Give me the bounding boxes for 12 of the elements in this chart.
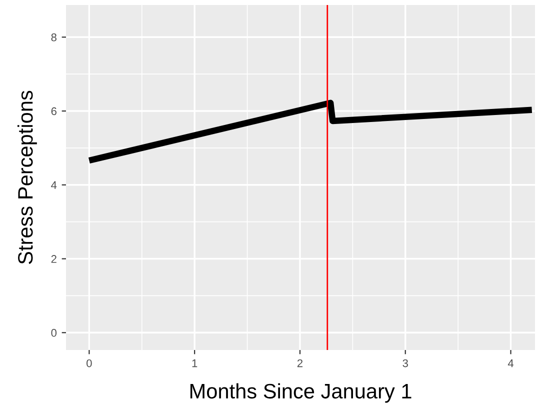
x-tick-label: 2 — [297, 359, 303, 368]
y-tick-label: 4 — [51, 181, 57, 189]
x-tick-label: 4 — [508, 359, 514, 368]
y-tick-label: 2 — [51, 255, 56, 263]
x-tick-label: 1 — [192, 359, 198, 368]
x-axis-title: Months Since January 1 — [190, 383, 412, 403]
y-tick-label: 0 — [51, 328, 57, 337]
y-axis-title: Stress Perceptions — [17, 90, 37, 264]
y-tick-label: 6 — [51, 107, 56, 116]
x-tick-label: 3 — [402, 359, 408, 368]
x-tick-label: 0 — [86, 359, 92, 368]
y-tick-label: 8 — [51, 33, 56, 42]
